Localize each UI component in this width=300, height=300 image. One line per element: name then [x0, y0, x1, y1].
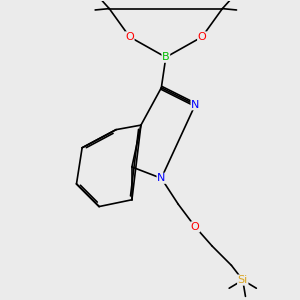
Text: N: N — [191, 100, 200, 110]
Text: O: O — [198, 32, 206, 42]
Text: N: N — [157, 173, 166, 183]
Text: B: B — [162, 52, 169, 62]
Text: O: O — [125, 32, 134, 42]
Text: O: O — [191, 222, 200, 232]
Text: Si: Si — [238, 275, 248, 285]
